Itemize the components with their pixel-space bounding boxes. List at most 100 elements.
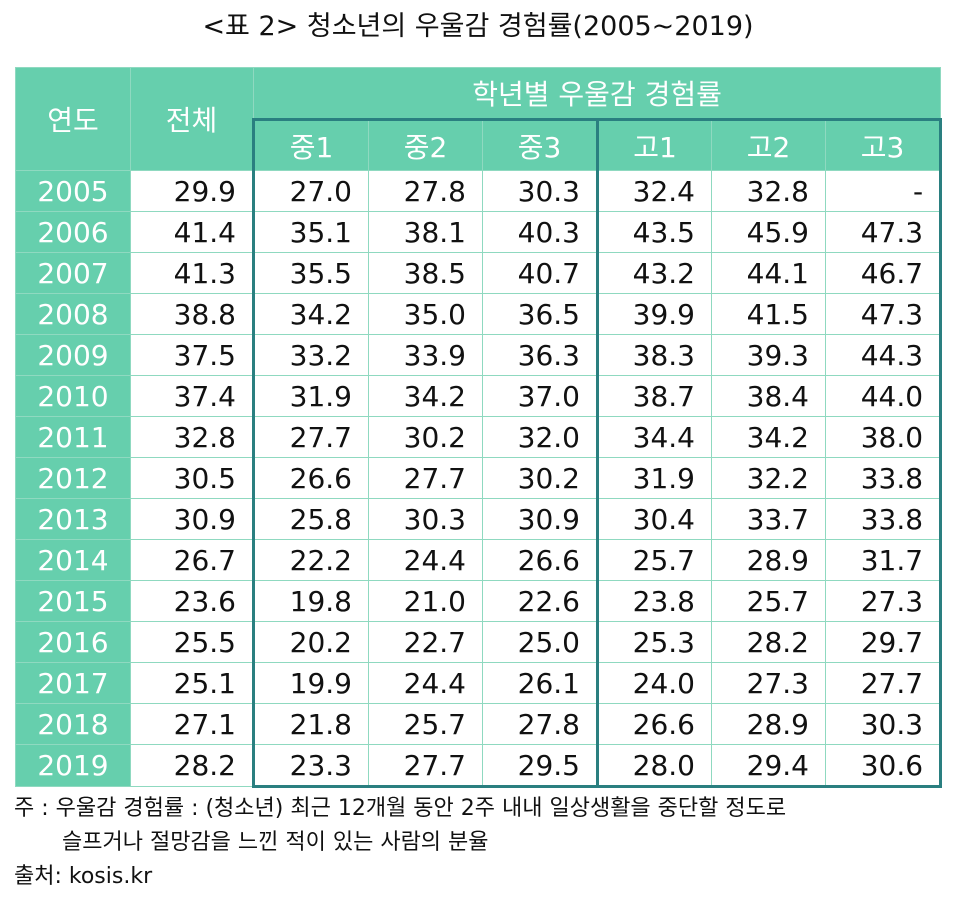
value-cell: 35.1	[252, 211, 369, 253]
value-cell: 36.3	[482, 334, 599, 376]
value-cell: 30.3	[824, 703, 943, 745]
value-cell: 23.3	[252, 744, 369, 788]
year-cell: 2014	[15, 539, 131, 581]
value-cell: 35.0	[368, 293, 483, 335]
value-cell: 25.7	[711, 580, 826, 622]
value-cell: 32.8	[711, 170, 826, 212]
table-row: 2008 38.8 34.2 35.0 36.5 39.9 41.5 47.3	[15, 293, 943, 335]
source: 출처: kosis.kr	[14, 864, 153, 889]
value-cell: 37.5	[130, 334, 254, 376]
value-cell: 25.7	[596, 539, 712, 581]
value-cell: 24.0	[596, 662, 712, 704]
value-cell: 34.4	[596, 416, 712, 458]
value-cell: 38.5	[368, 252, 483, 294]
value-cell: 43.5	[596, 211, 712, 253]
table-row: 2012 30.5 26.6 27.7 30.2 31.9 32.2 33.8	[15, 457, 943, 499]
value-cell: 41.3	[130, 252, 254, 294]
value-cell: 38.4	[711, 375, 826, 417]
header-grade: 고3	[824, 118, 943, 171]
header-year: 연도	[15, 67, 131, 171]
year-cell: 2008	[15, 293, 131, 335]
value-cell: 38.3	[596, 334, 712, 376]
value-cell: 33.2	[252, 334, 369, 376]
value-cell: 19.8	[252, 580, 369, 622]
value-cell: 27.1	[130, 703, 254, 745]
note-line: 주 : 우울감 경험률 : (청소년) 최근 12개월 동안 2주 내내 일상생…	[14, 796, 787, 821]
value-cell: 47.3	[824, 211, 943, 253]
value-cell: 40.7	[482, 252, 599, 294]
note-line: 슬프거나 절망감을 느낀 적이 있는 사람의 분율	[62, 830, 489, 855]
table-row: 2009 37.5 33.2 33.9 36.3 38.3 39.3 44.3	[15, 334, 943, 376]
header-grade: 중2	[368, 118, 483, 171]
value-cell: 38.7	[596, 375, 712, 417]
table-row: 2011 32.8 27.7 30.2 32.0 34.4 34.2 38.0	[15, 416, 943, 458]
value-cell: 36.5	[482, 293, 599, 335]
value-cell: 27.7	[368, 457, 483, 499]
value-cell: 35.5	[252, 252, 369, 294]
value-cell: 34.2	[368, 375, 483, 417]
value-cell: 28.9	[711, 703, 826, 745]
value-cell: 30.3	[368, 498, 483, 540]
value-cell: 30.2	[368, 416, 483, 458]
table-row: 2006 41.4 35.1 38.1 40.3 43.5 45.9 47.3	[15, 211, 943, 253]
value-cell: 22.2	[252, 539, 369, 581]
value-cell: 30.9	[130, 498, 254, 540]
table-row: 2014 26.7 22.2 24.4 26.6 25.7 28.9 31.7	[15, 539, 943, 581]
table-row: 2010 37.4 31.9 34.2 37.0 38.7 38.4 44.0	[15, 375, 943, 417]
value-cell: 33.8	[824, 498, 943, 540]
value-cell: 27.7	[824, 662, 943, 704]
value-cell: 32.0	[482, 416, 599, 458]
data-table: 연도 전체 학년별 우울감 경험률 중1 중2 중3 고1 고2 고3 2005 29.9 2…	[15, 67, 943, 788]
value-cell: 44.1	[711, 252, 826, 294]
year-cell: 2009	[15, 334, 131, 376]
table-row: 2019 28.2 23.3 27.7 29.5 28.0 29.4 30.6	[15, 744, 943, 788]
value-cell: 19.9	[252, 662, 369, 704]
value-cell: 21.8	[252, 703, 369, 745]
value-cell: 44.3	[824, 334, 943, 376]
year-cell: 2006	[15, 211, 131, 253]
year-cell: 2007	[15, 252, 131, 294]
value-cell: 43.2	[596, 252, 712, 294]
year-cell: 2015	[15, 580, 131, 622]
value-cell: 23.8	[596, 580, 712, 622]
value-cell: 26.6	[252, 457, 369, 499]
year-cell: 2016	[15, 621, 131, 663]
value-cell: 47.3	[824, 293, 943, 335]
value-cell: 34.2	[711, 416, 826, 458]
value-cell: 41.5	[711, 293, 826, 335]
value-cell: 39.3	[711, 334, 826, 376]
value-cell: 33.7	[711, 498, 826, 540]
year-cell: 2013	[15, 498, 131, 540]
header-group: 학년별 우울감 경험률	[252, 67, 942, 120]
header-grade: 고1	[596, 118, 712, 171]
value-cell: 25.1	[130, 662, 254, 704]
value-cell: 38.0	[824, 416, 943, 458]
value-cell: 30.2	[482, 457, 599, 499]
value-cell: 27.8	[368, 170, 483, 212]
value-cell: 28.2	[130, 744, 254, 787]
table-row: 2018 27.1 21.8 25.7 27.8 26.6 28.9 30.3	[15, 703, 943, 745]
table-row: 2007 41.3 35.5 38.5 40.7 43.2 44.1 46.7	[15, 252, 943, 294]
value-cell: 37.0	[482, 375, 599, 417]
value-cell: 26.1	[482, 662, 599, 704]
value-cell: 30.4	[596, 498, 712, 540]
year-cell: 2010	[15, 375, 131, 417]
table-row: 2013 30.9 25.8 30.3 30.9 30.4 33.7 33.8	[15, 498, 943, 540]
value-cell: 24.4	[368, 662, 483, 704]
value-cell: 30.9	[482, 498, 599, 540]
value-cell: 32.4	[596, 170, 712, 212]
value-cell: 27.3	[711, 662, 826, 704]
value-cell: 25.7	[368, 703, 483, 745]
value-cell: 28.9	[711, 539, 826, 581]
value-cell: 45.9	[711, 211, 826, 253]
value-cell: 28.0	[596, 744, 712, 788]
value-cell: 38.8	[130, 293, 254, 335]
value-cell: 34.2	[252, 293, 369, 335]
value-cell: 27.8	[482, 703, 599, 745]
value-cell: 22.6	[482, 580, 599, 622]
table-row: 2015 23.6 19.8 21.0 22.6 23.8 25.7 27.3	[15, 580, 943, 622]
value-cell: 25.0	[482, 621, 599, 663]
header-grade: 고2	[711, 118, 826, 171]
value-cell: 33.8	[824, 457, 943, 499]
header-total: 전체	[130, 67, 254, 171]
